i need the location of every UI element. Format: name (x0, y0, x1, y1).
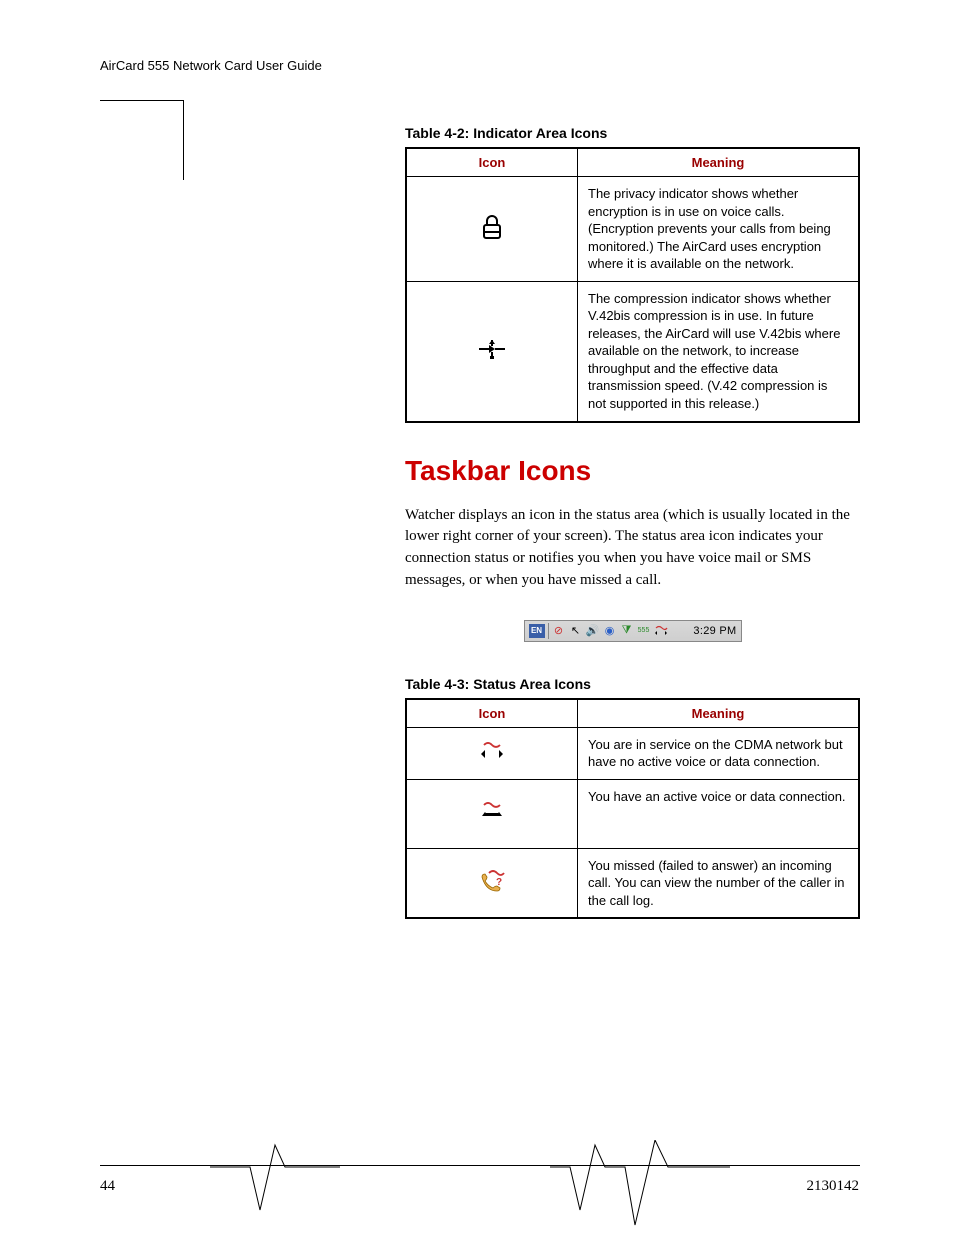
margin-rule-h (100, 100, 184, 101)
tray-eject-icon: ⧩ (620, 624, 634, 638)
tray-volume-icon: 🔊 (586, 624, 600, 638)
meaning-cell: You are in service on the CDMA network b… (578, 727, 860, 779)
meaning-cell: The compression indicator shows whether … (578, 281, 860, 421)
tray-display-icon: ◉ (603, 624, 617, 638)
icon-cell: ? (406, 848, 578, 918)
tray-cursor-icon: ↖ (569, 624, 583, 638)
icon-cell (406, 177, 578, 282)
icon-cell (406, 281, 578, 421)
footer-rule (100, 1165, 860, 1166)
table-row: ? You missed (failed to answer) an incom… (406, 848, 859, 918)
table-row: You have an active voice or data connect… (406, 779, 859, 848)
tray-clock: 3:29 PM (693, 625, 736, 637)
meaning-cell: You missed (failed to answer) an incomin… (578, 848, 860, 918)
table-header-row: Icon Meaning (406, 148, 859, 177)
tray-separator (548, 623, 549, 639)
table-4-3: Icon Meaning You are in service on the C… (405, 698, 860, 920)
tray-stop-icon: ⊘ (552, 624, 566, 638)
tray-signal-icon (654, 624, 668, 638)
section-heading-taskbar-icons: Taskbar Icons (405, 455, 860, 487)
col-icon-header: Icon (406, 699, 578, 728)
page-header: AirCard 555 Network Card User Guide (100, 58, 322, 73)
table-row: The privacy indicator shows whether encr… (406, 177, 859, 282)
table-row: The compression indicator shows whether … (406, 281, 859, 421)
ecg-decoration-left (210, 1140, 340, 1220)
col-icon-header: Icon (406, 148, 578, 177)
icon-cell (406, 727, 578, 779)
col-meaning-header: Meaning (578, 699, 860, 728)
col-meaning-header: Meaning (578, 148, 860, 177)
lock-icon (481, 214, 503, 245)
compression-icon (477, 338, 507, 365)
table-4-2-caption: Table 4-2: Indicator Area Icons (405, 125, 860, 141)
ecg-decoration-right (550, 1140, 730, 1220)
table-header-row: Icon Meaning (406, 699, 859, 728)
meaning-cell: The privacy indicator shows whether encr… (578, 177, 860, 282)
body-paragraph: Watcher displays an icon in the status a… (405, 505, 860, 592)
signal-active-icon (480, 800, 504, 827)
missed-call-icon: ? (479, 869, 505, 898)
tray-lang-icon: EN (529, 624, 545, 638)
margin-rule-v (183, 100, 184, 180)
table-4-3-caption: Table 4-3: Status Area Icons (405, 676, 860, 692)
table-4-2: Icon Meaning The privacy indicator shows… (405, 147, 860, 423)
tray-555-icon: 555 (637, 624, 651, 638)
table-row: You are in service on the CDMA network b… (406, 727, 859, 779)
document-number: 2130142 (807, 1178, 860, 1195)
taskbar-screenshot: EN ⊘ ↖ 🔊 ◉ ⧩ 555 3:29 PM (524, 620, 742, 642)
page-number: 44 (100, 1178, 115, 1195)
svg-text:?: ? (496, 877, 502, 888)
meaning-cell: You have an active voice or data connect… (578, 779, 860, 848)
icon-cell (406, 779, 578, 848)
signal-idle-icon (480, 740, 504, 767)
